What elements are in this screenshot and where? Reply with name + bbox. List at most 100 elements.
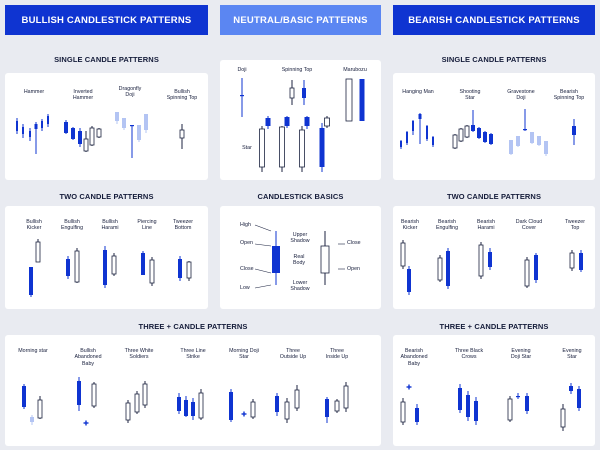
section-title-basics: CANDLESTICK BASICS <box>257 192 344 201</box>
hammer-candle <box>16 118 18 134</box>
piercing-line-candle <box>149 257 155 286</box>
star-candle <box>279 126 285 172</box>
three-line-strike-candle <box>191 398 195 420</box>
evening-star-candle <box>569 383 573 394</box>
star-candle <box>299 126 305 172</box>
inverted-hammer-candle <box>64 120 68 134</box>
label-three-white-soldiers: Three White Soldiers <box>124 348 154 361</box>
tweezer-top-candle <box>579 250 583 272</box>
shooting-star-candle <box>452 134 458 149</box>
label-three-inside-up: Three Inside Up <box>325 348 349 361</box>
bullish-kicker-candle <box>29 267 33 297</box>
three-black-crows-candle <box>474 397 478 425</box>
hanging-man-candle <box>432 136 434 147</box>
morning-doji-star-candle <box>229 389 233 422</box>
label-bearish-abandoned-baby: Bearish Abandoned Baby <box>400 348 428 367</box>
card-single-bullish <box>5 73 208 180</box>
three-white-soldiers-candle <box>142 381 148 408</box>
label-doji: Doji <box>237 67 247 73</box>
inverted-hammer-candle <box>89 126 95 146</box>
label-bullish-abandoned-baby: Bullish Abandoned Baby <box>74 348 102 367</box>
morning-star-candle <box>30 415 34 425</box>
morning-doji-star-candle <box>250 399 256 419</box>
bullish-abandoned-baby-candle <box>77 377 81 411</box>
bearish-harami-candle <box>478 242 484 279</box>
inverted-hammer-candle <box>83 131 89 152</box>
three-outside-up-candle <box>284 398 290 423</box>
label-three-black-crows: Three Black Crows <box>454 348 484 361</box>
inverted-hammer-candle <box>71 127 75 140</box>
three-line-strike-candle <box>177 393 181 414</box>
bullish-abandoned-baby-candle <box>91 382 97 408</box>
shooting-star-candle <box>483 131 487 143</box>
label-marubozu: Marubozu <box>343 67 367 73</box>
header-bearish: BEARISH CANDLESTICK PATTERNS <box>393 5 595 35</box>
tweezer-bottom-candle <box>178 256 182 281</box>
bullish-kicker-candle <box>35 239 41 263</box>
morning-doji-star-cross <box>241 411 247 417</box>
three-inside-up-candle <box>325 397 329 423</box>
label-star: Star <box>242 145 252 151</box>
evening-doji-star-candle <box>516 393 520 399</box>
star-candle <box>324 116 330 128</box>
evening-star-candle <box>577 386 581 411</box>
label-hanging-man: Hanging Man <box>402 89 434 95</box>
shooting-star-candle <box>477 127 481 139</box>
header-bullish: BULLISH CANDLESTICK PATTERNS <box>5 5 208 35</box>
piercing-line-candle <box>141 251 145 275</box>
basics-bearish-candle <box>272 231 280 285</box>
hanging-man-candle <box>412 120 414 135</box>
section-title-three-right: THREE + CANDLE PATTERNS <box>439 322 549 331</box>
dragonfly-doji-candle <box>144 114 148 133</box>
inverted-hammer-candle <box>96 128 102 138</box>
star-candle <box>304 116 310 129</box>
label-spinning-top: Spinning Top <box>281 67 313 73</box>
bearish-spinning-top-candle <box>572 119 576 145</box>
dragonfly-doji-candle <box>130 125 134 158</box>
bullish-harami-candle <box>103 246 107 288</box>
label-tweezer-top: Tweezer Top <box>564 219 586 232</box>
hammer-candle <box>47 114 49 127</box>
dark-cloud-cover-candle <box>534 253 538 283</box>
star-candle <box>319 123 325 172</box>
label-lower-shadow: Lower Shadow <box>290 280 310 293</box>
hammer-candle <box>41 119 43 131</box>
label-upper-shadow: Upper Shadow <box>290 232 310 245</box>
section-title-three-left: THREE + CANDLE PATTERNS <box>138 322 248 331</box>
label-evening-star: Evening Star <box>562 348 582 361</box>
shooting-star-candle <box>464 125 470 138</box>
tweezer-top-candle <box>569 250 575 271</box>
bearish-abandoned-baby-cross <box>406 384 412 390</box>
hammer-candle <box>34 122 38 154</box>
bullish-abandoned-baby-cross <box>83 420 89 426</box>
basics-pointer-line <box>254 243 272 247</box>
label-high: High <box>240 222 251 228</box>
label-evening-doji-star: Evening Doji Star <box>510 348 532 361</box>
morning-star-candle <box>22 384 26 409</box>
bearish-kicker-candle <box>400 240 406 269</box>
dragonfly-doji-candle <box>122 118 126 130</box>
card-three-bullish <box>5 335 381 446</box>
header-neutral: NEUTRAL/BASIC PATTERNS <box>220 5 381 35</box>
section-title-single-right: SINGLE CANDLE PATTERNS <box>441 55 547 64</box>
bullish-spinning-top-candle <box>179 124 185 149</box>
three-outside-up-candle <box>275 393 279 416</box>
hanging-man-candle <box>418 113 422 144</box>
bearish-engulfing-candle <box>437 255 443 282</box>
bullish-engulfing-candle <box>66 256 70 279</box>
shooting-star-candle <box>458 128 464 142</box>
basics-pointer-line <box>254 268 272 274</box>
label-bullish-engulfing: Bullish Engulfing <box>60 219 84 232</box>
doji-candle <box>240 78 244 117</box>
label-low: Low <box>240 285 250 291</box>
label-three-line-strike: Three Line Strike <box>180 348 206 361</box>
label-dragonfly-doji: Dragonfly Doji <box>118 86 142 99</box>
evening-doji-star-candle <box>525 393 529 414</box>
three-outside-up-candle <box>294 385 300 411</box>
shooting-star-candle <box>489 133 493 145</box>
evening-star-candle <box>560 404 566 431</box>
morning-star-candle <box>37 396 43 419</box>
gravestone-doji-candle <box>537 136 541 146</box>
spinning-top-candle <box>302 80 306 105</box>
label-bullish-harami: Bullish Harami <box>101 219 119 232</box>
